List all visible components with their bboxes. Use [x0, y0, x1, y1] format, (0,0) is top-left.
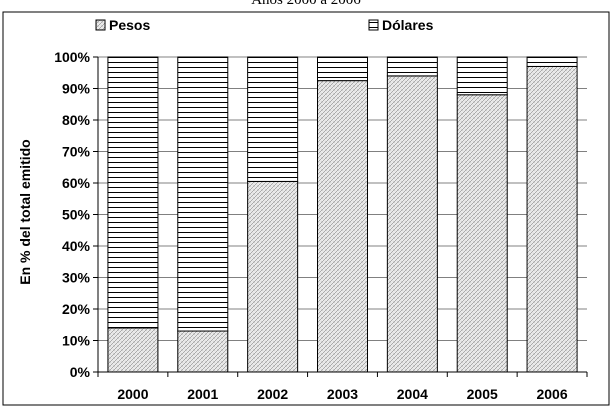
plot-frame: [2, 11, 610, 406]
bar-segment-dolares: [177, 56, 229, 332]
legend-label-dolares: Dólares: [382, 17, 434, 33]
bar-segment-dolares: [386, 56, 438, 77]
chart-title: Años 2000 a 2006: [251, 0, 361, 8]
bar-segment-dolares: [456, 56, 508, 96]
bar-segment-pesos: [317, 80, 368, 373]
y-axis-label: En % del total emitido: [17, 139, 33, 284]
bar-segment-pesos: [386, 75, 438, 373]
y-tick-label: 10%: [62, 333, 91, 349]
x-tick-label: 2004: [397, 386, 428, 402]
x-tick-label: 2006: [536, 386, 567, 402]
x-tick-label: 2005: [467, 386, 498, 402]
bar-segment-pesos: [107, 327, 159, 373]
y-tick-label: 60%: [62, 175, 91, 191]
y-axis-ticks: 0% 10% 20% 30% 40% 50% 60% 70% 80% 90% 100%: [54, 49, 98, 380]
bar-segment-pesos: [526, 65, 578, 373]
legend-label-pesos: Pesos: [109, 17, 150, 33]
x-axis-ticks: 2000 2001 2002 2003 2004 2005 2006: [97, 372, 588, 402]
x-tick-label: 2000: [117, 386, 148, 402]
bars: [107, 56, 578, 373]
bar-segment-pesos: [456, 94, 508, 373]
y-tick-label: 50%: [62, 207, 91, 223]
y-tick-label: 20%: [62, 301, 91, 317]
y-tick-label: 70%: [62, 144, 91, 160]
x-tick-label: 2003: [327, 386, 358, 402]
x-tick-label: 2001: [187, 386, 218, 402]
bar-segment-dolares: [526, 56, 578, 67]
legend: Pesos Dólares: [95, 17, 434, 33]
bar-segment-pesos: [177, 330, 229, 373]
y-tick-label: 30%: [62, 270, 91, 286]
legend-swatch-dolares: [368, 19, 379, 31]
y-tick-label: 90%: [62, 81, 91, 97]
bar-segment-dolares: [107, 56, 159, 329]
bar-segment-dolares: [247, 56, 299, 182]
y-tick-label: 100%: [54, 49, 90, 65]
legend-swatch-pesos: [95, 19, 106, 31]
bar-segment-pesos: [247, 180, 299, 373]
x-tick-label: 2002: [257, 386, 288, 402]
bar-segment-dolares: [317, 56, 368, 82]
y-tick-label: 40%: [62, 238, 91, 254]
y-tick-label: 80%: [62, 112, 91, 128]
y-tick-label: 0%: [70, 364, 91, 380]
